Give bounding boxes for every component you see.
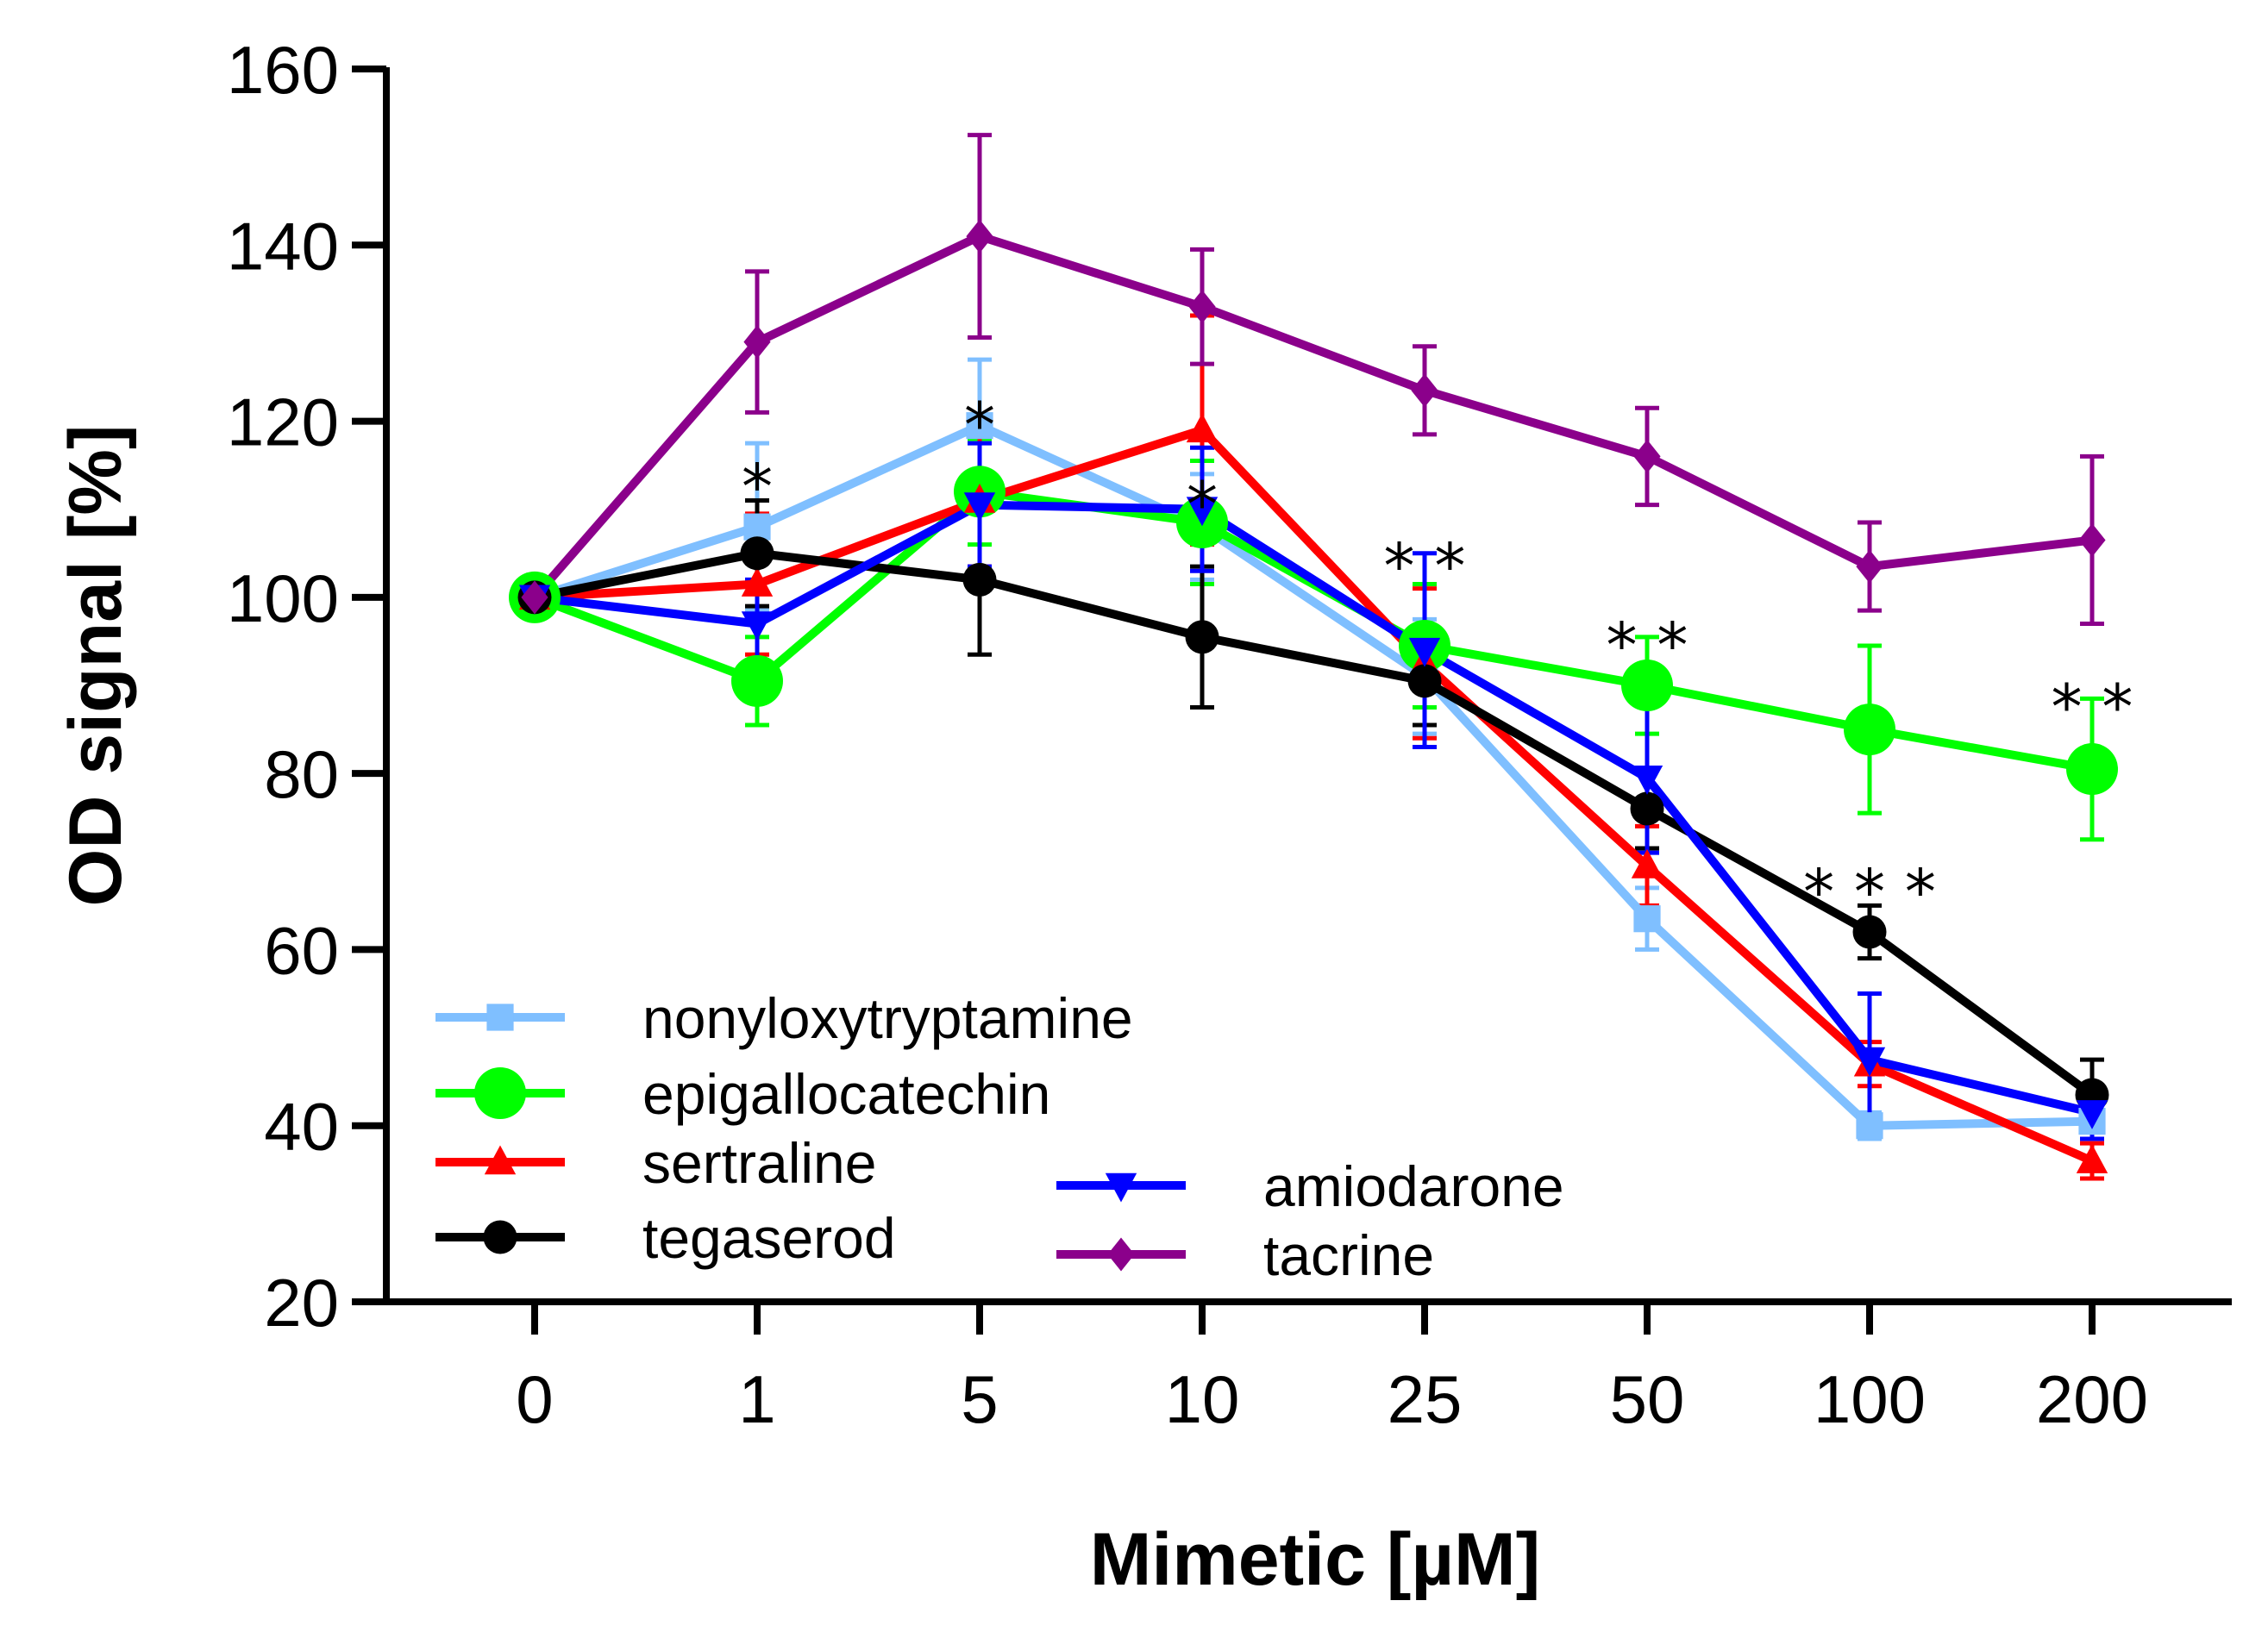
legend-label-epigallocatechin: epigallocatechin bbox=[642, 1062, 1050, 1126]
data-point-tacrine bbox=[521, 580, 548, 615]
data-point-sertraline bbox=[1631, 848, 1663, 879]
data-point-tacrine bbox=[2078, 522, 2106, 557]
significance-star: * * * bbox=[1803, 856, 1936, 929]
significance-star: * * bbox=[1384, 530, 1466, 603]
y-tick-label: 120 bbox=[227, 385, 339, 460]
x-tick-label: 200 bbox=[2036, 1361, 2148, 1437]
significance-star: * bbox=[1187, 468, 1218, 541]
legend-marker-sertraline bbox=[484, 1145, 517, 1175]
series-line-tegaserod bbox=[534, 548, 2095, 1098]
data-point-tacrine bbox=[1188, 290, 1216, 324]
data-point-amiodarone bbox=[741, 611, 774, 641]
x-tick-label: 1 bbox=[738, 1361, 775, 1437]
data-point-sertraline bbox=[1186, 413, 1219, 443]
x-tick-label: 25 bbox=[1388, 1361, 1463, 1437]
data-point-epigallocatechin bbox=[731, 654, 783, 707]
significance-star: * bbox=[742, 451, 773, 523]
y-tick-label: 140 bbox=[227, 208, 339, 284]
series-line-tacrine bbox=[531, 232, 2093, 601]
legend-marker-tegaserod bbox=[483, 1220, 517, 1254]
series-line-amiodarone bbox=[534, 500, 2094, 1117]
y-tick-label: 60 bbox=[264, 912, 339, 988]
data-point-tegaserod bbox=[1185, 620, 1219, 654]
significance-star: * * bbox=[2052, 671, 2133, 743]
data-point-amiodarone bbox=[1408, 637, 1441, 667]
y-tick-label: 20 bbox=[264, 1265, 339, 1341]
data-point-amiodarone bbox=[1853, 1047, 1886, 1077]
x-tick-label: 100 bbox=[1814, 1361, 1926, 1437]
data-point-tacrine bbox=[1856, 549, 1883, 584]
legend-marker-epigallocatechin bbox=[474, 1067, 526, 1119]
axes bbox=[352, 66, 2232, 1335]
data-point-sertraline bbox=[741, 567, 774, 597]
y-axis-title: OD signal [%] bbox=[54, 424, 137, 906]
legend-marker-tacrine bbox=[1107, 1237, 1135, 1272]
data-point-amiodarone bbox=[963, 492, 996, 522]
data-point-amiodarone bbox=[1186, 497, 1219, 527]
data-point-tegaserod bbox=[1630, 791, 1664, 826]
x-tick-label: 10 bbox=[1165, 1361, 1240, 1437]
data-point-tegaserod bbox=[962, 562, 997, 597]
series-markers bbox=[509, 219, 2118, 1173]
legend-label-tegaserod: tegaserod bbox=[642, 1206, 896, 1270]
data-point-amiodarone bbox=[2076, 1100, 2108, 1129]
data-point-tacrine bbox=[743, 325, 771, 360]
legend: nonyloxytryptamine epigallocatechinsertra… bbox=[435, 986, 1564, 1287]
x-tick-label: 5 bbox=[961, 1361, 998, 1437]
data-point-nonyloxytryptamine bbox=[1856, 1112, 1883, 1140]
tick-labels: 20 40 60 80 100 120 140 160 0 1 5 10 25 50 100 200 bbox=[227, 32, 2148, 1437]
data-point-tegaserod bbox=[740, 536, 774, 571]
data-point-tacrine bbox=[1411, 373, 1438, 408]
y-tick-label: 100 bbox=[227, 560, 339, 636]
significance-star: * bbox=[964, 389, 995, 461]
y-tick-label: 160 bbox=[227, 32, 339, 108]
data-point-sertraline bbox=[2076, 1144, 2108, 1173]
y-tick-label: 40 bbox=[264, 1089, 339, 1165]
legend-label-sertraline: sertraline bbox=[642, 1131, 876, 1195]
data-point-tacrine bbox=[1633, 439, 1661, 473]
data-point-epigallocatechin bbox=[1844, 703, 1895, 756]
series-lines bbox=[531, 232, 2095, 1166]
significance-star: * * bbox=[1607, 610, 1688, 682]
data-point-epigallocatechin bbox=[2066, 743, 2118, 796]
legend-label-tacrine: tacrine bbox=[1263, 1223, 1434, 1287]
data-point-tacrine bbox=[966, 219, 993, 253]
data-point-nonyloxytryptamine bbox=[1633, 905, 1661, 933]
y-tick-label: 80 bbox=[264, 736, 339, 812]
data-point-nonyloxytryptamine bbox=[743, 513, 771, 541]
data-point-amiodarone bbox=[1631, 765, 1663, 795]
x-axis-title: Mimetic [µM] bbox=[1090, 1518, 1541, 1601]
series-line-sertraline bbox=[534, 425, 2094, 1166]
series-line-nonyloxytryptamine bbox=[533, 421, 2093, 1130]
x-tick-label: 0 bbox=[516, 1361, 553, 1437]
legend-label-nonyloxytryptamine: nonyloxytryptamine bbox=[642, 986, 1133, 1050]
data-point-nonyloxytryptamine bbox=[966, 412, 993, 440]
legend-label-amiodarone: amiodarone bbox=[1263, 1154, 1564, 1218]
x-tick-label: 50 bbox=[1610, 1361, 1685, 1437]
significance-annotations: * * * * * * * * * * * * bbox=[742, 389, 2133, 928]
legend-marker-amiodarone bbox=[1105, 1172, 1137, 1203]
data-point-epigallocatechin bbox=[1621, 660, 1673, 711]
data-point-tegaserod bbox=[1852, 915, 1887, 949]
data-point-tegaserod bbox=[1407, 664, 1442, 698]
legend-marker-nonyloxytryptamine bbox=[486, 1004, 514, 1031]
